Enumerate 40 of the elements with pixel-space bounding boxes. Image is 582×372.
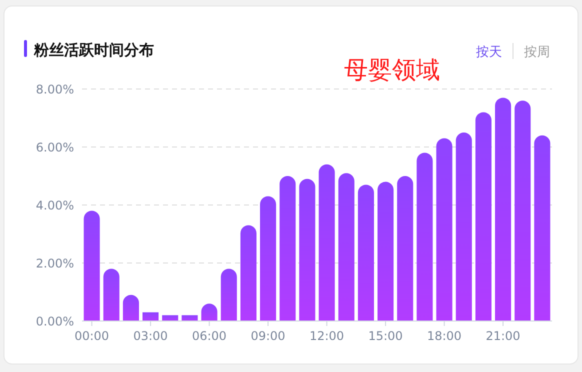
bar (103, 268, 120, 321)
bar (122, 294, 139, 321)
bar (534, 135, 550, 321)
bar (84, 210, 100, 321)
bar (299, 178, 316, 321)
text: 按周 (524, 44, 550, 59)
bar (182, 315, 198, 321)
bar (358, 184, 374, 321)
y-tick-label: 6.00% (36, 140, 74, 154)
bar (280, 176, 296, 321)
bar (495, 98, 512, 321)
bar (142, 312, 159, 321)
y-tick-label: 4.00% (36, 198, 74, 212)
text: 母婴领域 (344, 57, 440, 84)
bar (416, 152, 433, 321)
x-tick-label: 12:00 (309, 329, 344, 343)
bar (318, 164, 335, 321)
bar (240, 225, 256, 321)
bar (397, 176, 414, 321)
x-tick-label: 00:00 (74, 329, 110, 343)
x-tick-label: 03:00 (133, 329, 168, 343)
bar (436, 138, 452, 321)
bar (220, 268, 237, 321)
x-tick-label: 15:00 (368, 329, 403, 343)
bar (260, 196, 276, 321)
bar (338, 173, 354, 321)
y-tick-label: 0.00% (36, 314, 74, 328)
bar (456, 132, 472, 321)
y-tick-label: 2.00% (36, 256, 74, 270)
bar (475, 112, 492, 321)
x-tick-label: 09:00 (250, 329, 286, 343)
text: 按天 (476, 44, 502, 59)
chart-title: 粉丝活跃时间分布 (33, 42, 154, 59)
bar (162, 315, 178, 321)
bar (514, 100, 531, 321)
bar (378, 182, 394, 321)
x-tick-label: 18:00 (426, 329, 462, 343)
x-tick-label: 06:00 (192, 329, 227, 343)
x-tick-label: 21:00 (486, 329, 520, 343)
y-tick-label: 8.00% (36, 82, 74, 96)
